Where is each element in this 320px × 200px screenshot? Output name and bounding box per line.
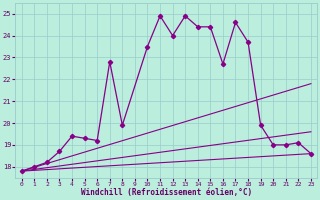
X-axis label: Windchill (Refroidissement éolien,°C): Windchill (Refroidissement éolien,°C) xyxy=(81,188,252,197)
